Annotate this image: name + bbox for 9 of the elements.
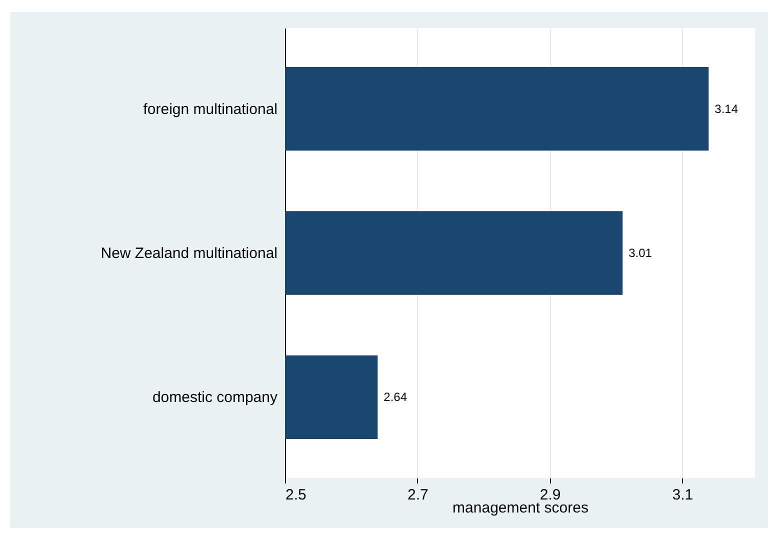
y-tick-label: domestic company — [152, 389, 278, 406]
x-tick-label: 2.5 — [286, 486, 306, 504]
data-label: 3.01 — [628, 246, 652, 260]
x-tick-label: 2.7 — [407, 486, 428, 504]
data-label: 3.14 — [714, 102, 738, 116]
y-tick-label: foreign multinational — [143, 100, 278, 118]
y-tick-label: New Zealand multinational — [100, 245, 278, 262]
x-tick-label: 3.1 — [672, 486, 694, 504]
data-label: 2.64 — [384, 390, 408, 404]
